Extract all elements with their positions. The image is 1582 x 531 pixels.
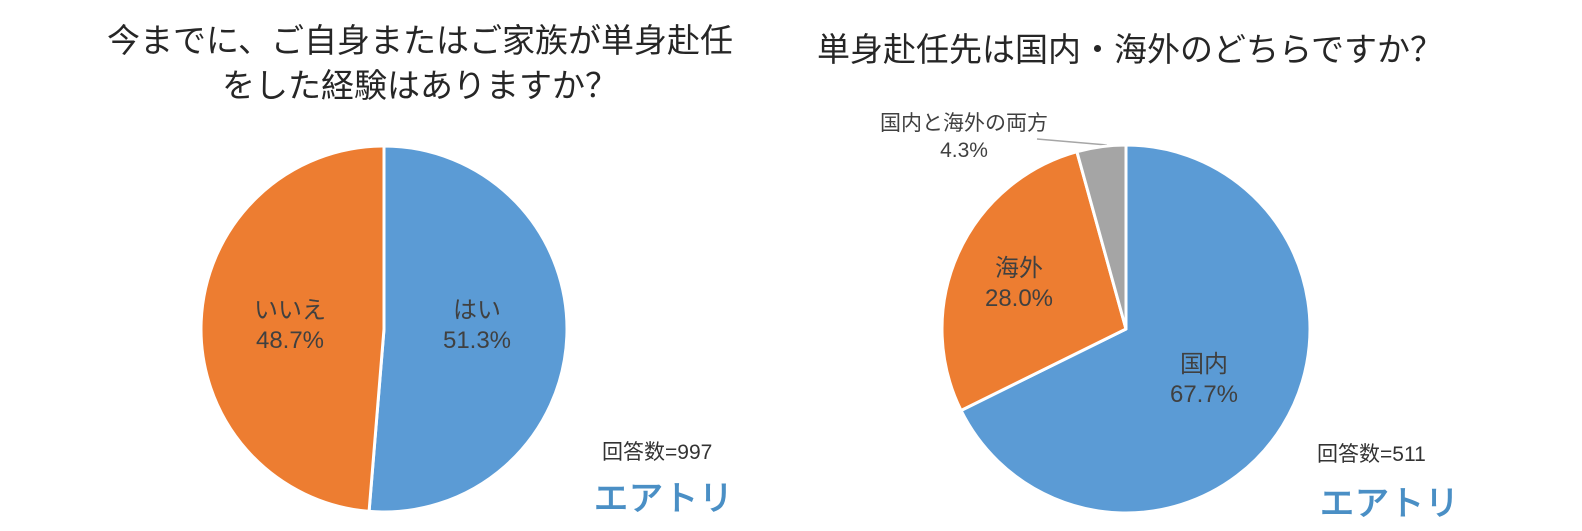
title-line-1: 単身赴任先は国内・海外のどちらですか？ bbox=[816, 31, 1443, 68]
respondent-count-experience: 回答数=997 bbox=[602, 441, 713, 464]
pie-slice-はい bbox=[367, 144, 569, 514]
leader-line-both bbox=[1036, 138, 1108, 146]
airtrip-logo: エアトリ bbox=[594, 480, 734, 518]
slice-name: はい bbox=[453, 297, 501, 324]
slice-percent: 51.3% bbox=[442, 327, 512, 354]
slice-name: いいえ bbox=[254, 297, 326, 324]
slice-name: 海外 bbox=[995, 255, 1043, 282]
pie-chart-experience bbox=[199, 144, 569, 514]
chart-experience-title: 今までに、ご自身またはご家族が単身赴任 をした経験はありますか？ bbox=[40, 18, 800, 108]
slice-label-both: 国内と海外の両方 4.3% bbox=[864, 110, 1064, 164]
slice-label-overseas: 海外 28.0% bbox=[927, 254, 1111, 314]
title-line-2: をした経験はありますか？ bbox=[222, 67, 618, 104]
slice-label-domestic: 国内 67.7% bbox=[1112, 350, 1296, 410]
chart-destination-title: 単身赴任先は国内・海外のどちらですか？ bbox=[770, 27, 1490, 72]
airtrip-logo: エアトリ bbox=[1320, 485, 1460, 523]
slice-percent: 48.7% bbox=[255, 327, 325, 354]
pie-chart-destination bbox=[940, 138, 1312, 515]
slice-name: 国内と海外の両方 bbox=[880, 112, 1048, 135]
slice-percent: 28.0% bbox=[984, 285, 1054, 312]
pie-slice-国内 bbox=[959, 143, 1312, 515]
pie-slice-国内と海外の両方 bbox=[1075, 143, 1128, 331]
respondent-count-destination: 回答数=511 bbox=[1317, 443, 1426, 466]
slice-percent: 67.7% bbox=[1169, 381, 1239, 408]
slice-percent: 4.3% bbox=[940, 139, 988, 162]
title-line-1: 今までに、ご自身またはご家族が単身赴任 bbox=[106, 22, 733, 59]
slice-label-yes: はい 51.3% bbox=[385, 296, 569, 356]
slice-name: 国内 bbox=[1180, 351, 1228, 378]
pie-slice-海外 bbox=[940, 150, 1128, 412]
slice-label-no: いいえ 48.7% bbox=[198, 296, 382, 356]
pie-slice-いいえ bbox=[199, 144, 386, 513]
